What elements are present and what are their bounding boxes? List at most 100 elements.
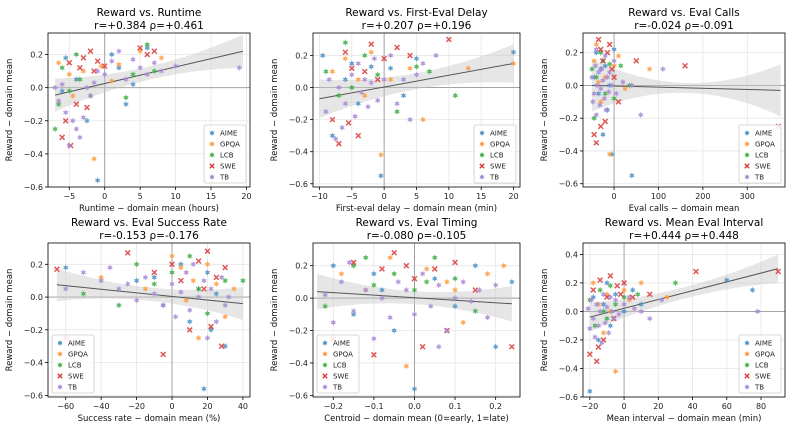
trend-line (319, 62, 514, 100)
data-point (98, 62, 104, 70)
data-point (611, 95, 617, 102)
x-tick-label: 0 (382, 192, 387, 201)
data-point (592, 62, 599, 69)
data-point (80, 269, 87, 276)
data-point (361, 68, 368, 75)
data-point (591, 74, 597, 81)
data-point (724, 276, 730, 284)
x-axis-label: First-eval delay − domain mean (min) (336, 204, 497, 214)
legend-label: SWE (220, 163, 236, 171)
data-point (621, 308, 627, 315)
data-point (169, 280, 175, 288)
data-point (133, 261, 140, 268)
legend-label: LCB (490, 152, 504, 160)
data-point (186, 326, 193, 333)
series-swe (330, 249, 515, 358)
data-point (98, 277, 104, 284)
data-point (591, 90, 597, 97)
data-point (607, 293, 614, 301)
data-point (629, 294, 636, 301)
x-tick-label: 200 (695, 192, 710, 201)
data-point (62, 109, 69, 116)
legend-marker (209, 163, 215, 169)
data-point (617, 291, 624, 298)
x-tick-label: −40 (93, 402, 110, 411)
data-point (638, 279, 644, 287)
data-point (169, 269, 175, 276)
data-point (213, 274, 220, 281)
data-point (607, 282, 614, 289)
legend-marker (744, 340, 750, 346)
data-point (431, 266, 438, 272)
data-point (407, 116, 413, 123)
data-point (391, 327, 397, 334)
data-point (123, 94, 129, 101)
trend-line (56, 284, 243, 305)
data-point (593, 49, 600, 56)
data-point (407, 52, 413, 59)
data-point (172, 313, 179, 320)
data-point (604, 315, 610, 322)
data-point (208, 323, 214, 330)
legend-marker (209, 141, 215, 147)
data-point (436, 281, 442, 289)
data-point (151, 59, 158, 67)
data-point (492, 281, 499, 289)
data-point (633, 57, 640, 64)
x-tick-label: 60 (722, 402, 732, 411)
x-tick-label: −0.1 (364, 402, 383, 411)
data-point (612, 296, 619, 304)
data-point (400, 76, 407, 83)
data-point (419, 270, 426, 277)
data-point (452, 303, 458, 310)
data-point (350, 311, 357, 318)
data-point (109, 57, 115, 65)
data-point (322, 291, 328, 299)
data-point (70, 117, 76, 124)
data-point (423, 265, 430, 273)
data-point (137, 64, 143, 71)
legend-label: SWE (755, 373, 771, 381)
chart-panel-6: −20 0 20 40 60 80 −0.6 −0.4 −0.2 0.0 0.2 0.4 Reward … (540, 217, 786, 424)
legend-label: SWE (68, 373, 84, 381)
y-tick-label: −0.2 (559, 114, 578, 123)
data-point (612, 368, 619, 375)
data-point (391, 270, 397, 277)
y-tick-label: 0.0 (565, 81, 578, 90)
x-tick-label: 0.1 (449, 402, 462, 411)
data-point (339, 124, 345, 131)
data-point (600, 131, 606, 138)
data-point (195, 293, 202, 301)
data-point (590, 279, 597, 287)
data-point (123, 101, 129, 108)
data-point (595, 344, 602, 351)
data-point (338, 278, 345, 286)
y-axis-label: Reward − domain mean (540, 59, 550, 162)
data-point (240, 277, 246, 284)
data-point (394, 108, 400, 115)
data-point (66, 71, 73, 78)
data-point (52, 84, 58, 91)
data-point (403, 286, 410, 294)
x-tick-label: 15 (206, 192, 216, 201)
x-axis-label: Centroid − domain mean (0=early, 1=late) (324, 414, 509, 424)
data-point (332, 135, 339, 143)
x-axis-label: Runtime − domain mean (hours) (79, 204, 219, 214)
x-tick-label: 0 (102, 192, 107, 201)
legend-label: LCB (755, 362, 769, 370)
data-point (605, 88, 612, 96)
data-point (178, 261, 184, 268)
series-aime (319, 49, 517, 179)
data-point (350, 262, 357, 269)
data-point (98, 274, 104, 281)
data-point (590, 315, 597, 322)
legend-marker (744, 152, 750, 158)
chart-title: Reward vs. First-Eval Delay (345, 7, 487, 19)
data-point (420, 60, 426, 67)
y-tick-label: −0.6 (559, 393, 578, 402)
data-point (91, 155, 97, 163)
data-point (749, 286, 756, 294)
legend-marker (479, 174, 485, 180)
data-point (604, 303, 610, 311)
data-point (604, 74, 611, 81)
